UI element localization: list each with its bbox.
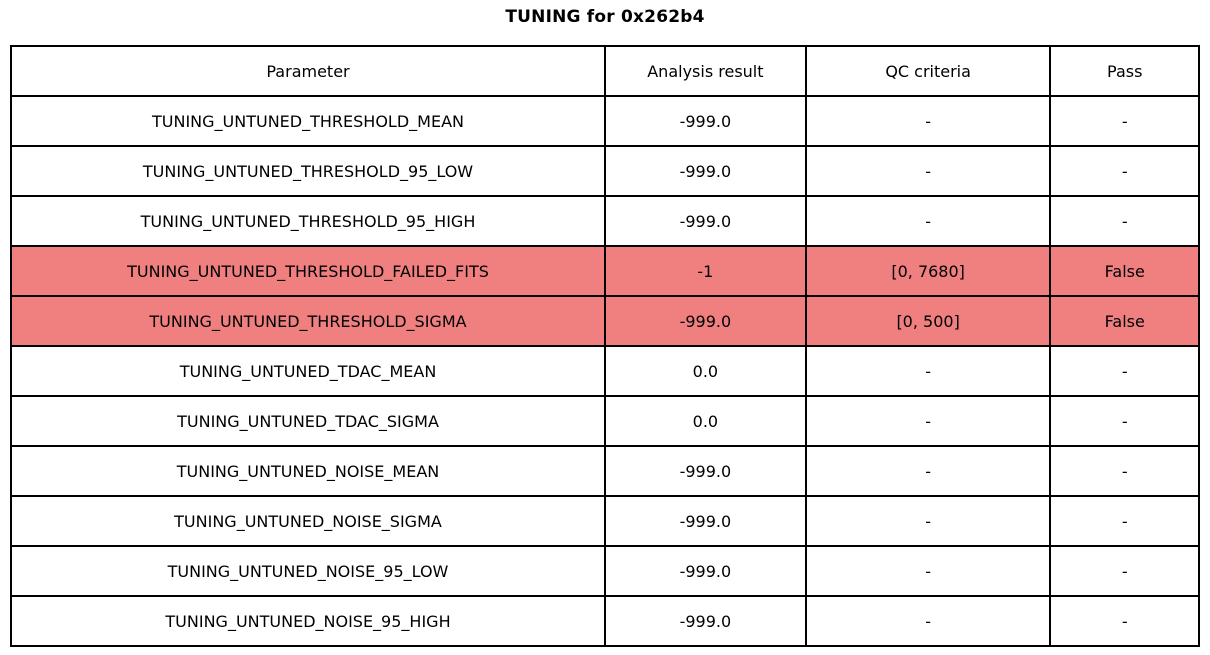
analysis-result-cell: -999.0	[604, 195, 807, 247]
qc-criteria-cell: -	[804, 345, 1052, 397]
pass-cell: -	[1049, 195, 1200, 247]
pass-cell: -	[1049, 495, 1200, 547]
parameter-cell: TUNING_UNTUNED_TDAC_SIGMA	[10, 395, 606, 447]
table-row: TUNING_UNTUNED_THRESHOLD_MEAN -999.0- -	[10, 95, 1200, 147]
analysis-result-cell: -999.0	[604, 145, 807, 197]
qc-criteria-cell: -	[804, 445, 1052, 497]
qc-criteria-cell: -	[804, 545, 1052, 597]
qc-criteria-cell: -	[804, 395, 1052, 447]
table-row: TUNING_UNTUNED_TDAC_SIGMA 0.0- -	[10, 395, 1200, 447]
analysis-result-cell: -999.0	[604, 445, 807, 497]
table-row: TUNING_UNTUNED_THRESHOLD_95_HIGH -999.0- -	[10, 195, 1200, 247]
qc-criteria-cell: -	[804, 595, 1052, 647]
parameter-cell: TUNING_UNTUNED_THRESHOLD_95_LOW	[10, 145, 606, 197]
parameter-cell: TUNING_UNTUNED_TDAC_MEAN	[10, 345, 606, 397]
qc-criteria-cell: -	[804, 195, 1052, 247]
parameter-cell: TUNING_UNTUNED_THRESHOLD_95_HIGH	[10, 195, 606, 247]
analysis-result-cell: 0.0	[604, 345, 807, 397]
qc-criteria-cell: -	[804, 495, 1052, 547]
parameter-cell: TUNING_UNTUNED_THRESHOLD_SIGMA	[10, 295, 606, 347]
pass-cell: False	[1049, 295, 1200, 347]
analysis-result-cell: -1	[604, 245, 807, 297]
column-header-analysis-result: Analysis result	[604, 45, 807, 97]
table-row: TUNING_UNTUNED_NOISE_MEAN -999.0- -	[10, 445, 1200, 497]
pass-cell: False	[1049, 245, 1200, 297]
analysis-result-cell: -999.0	[604, 295, 807, 347]
table-row: TUNING_UNTUNED_THRESHOLD_95_LOW -999.0- -	[10, 145, 1200, 197]
pass-cell: -	[1049, 445, 1200, 497]
table-body: TUNING_UNTUNED_THRESHOLD_MEAN -999.0- - TUN…	[10, 95, 1200, 647]
parameter-cell: TUNING_UNTUNED_THRESHOLD_FAILED_FITS	[10, 245, 606, 297]
parameter-cell: TUNING_UNTUNED_NOISE_95_LOW	[10, 545, 606, 597]
analysis-result-cell: -999.0	[604, 95, 807, 147]
parameter-cell: TUNING_UNTUNED_THRESHOLD_MEAN	[10, 95, 606, 147]
column-header-qc-criteria: QC criteria	[804, 45, 1052, 97]
table-row: TUNING_UNTUNED_NOISE_95_HIGH -999.0- -	[10, 595, 1200, 647]
figure-title: TUNING for 0x262b4	[505, 7, 705, 27]
analysis-result-cell: -999.0	[604, 595, 807, 647]
table-row: TUNING_UNTUNED_NOISE_95_LOW -999.0- -	[10, 545, 1200, 597]
table-row: TUNING_UNTUNED_THRESHOLD_SIGMA -999.0 [0, …	[10, 295, 1200, 347]
pass-cell: -	[1049, 145, 1200, 197]
table-row: TUNING_UNTUNED_TDAC_MEAN 0.0- -	[10, 345, 1200, 397]
pass-cell: -	[1049, 95, 1200, 147]
qc-criteria-cell: [0, 7680]	[804, 245, 1052, 297]
pass-cell: -	[1049, 395, 1200, 447]
table-row: TUNING_UNTUNED_THRESHOLD_FAILED_FITS -1 [0…	[10, 245, 1200, 297]
column-header-parameter: Parameter	[10, 45, 606, 97]
column-header-pass: Pass	[1049, 45, 1200, 97]
table-row: TUNING_UNTUNED_NOISE_SIGMA -999.0- -	[10, 495, 1200, 547]
qc-criteria-cell: -	[804, 95, 1052, 147]
parameter-cell: TUNING_UNTUNED_NOISE_MEAN	[10, 445, 606, 497]
analysis-result-cell: 0.0	[604, 395, 807, 447]
qc-criteria-cell: [0, 500]	[804, 295, 1052, 347]
parameter-cell: TUNING_UNTUNED_NOISE_SIGMA	[10, 495, 606, 547]
analysis-result-cell: -999.0	[604, 545, 807, 597]
pass-cell: -	[1049, 345, 1200, 397]
analysis-result-cell: -999.0	[604, 495, 807, 547]
pass-cell: -	[1049, 595, 1200, 647]
pass-cell: -	[1049, 545, 1200, 597]
qc-criteria-cell: -	[804, 145, 1052, 197]
qc-results-table: Parameter Analysis result QC criteria Pass …	[10, 45, 1200, 647]
header-row: Parameter Analysis result QC criteria Pass	[10, 45, 1200, 97]
parameter-cell: TUNING_UNTUNED_NOISE_95_HIGH	[10, 595, 606, 647]
